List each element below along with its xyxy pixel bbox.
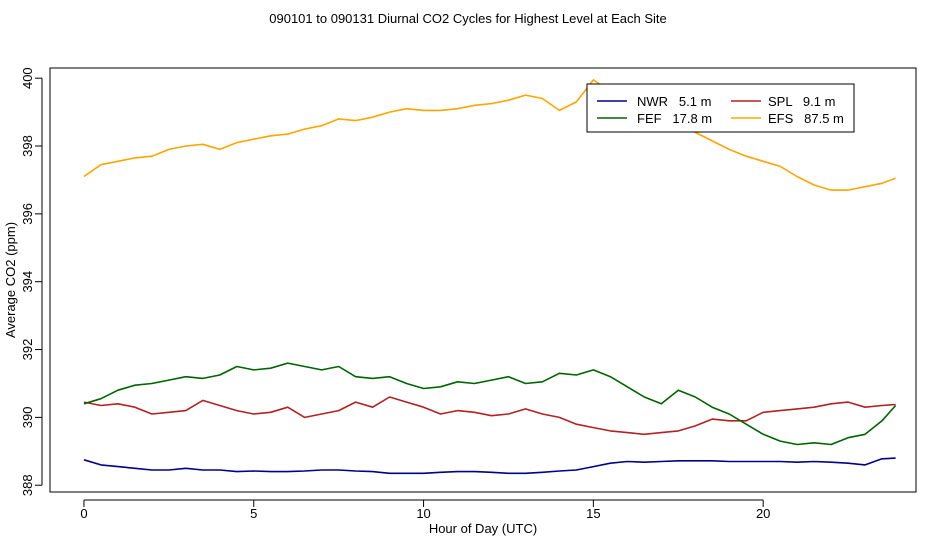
x-tick-label: 5 <box>250 506 257 521</box>
x-tick-label: 0 <box>80 506 87 521</box>
y-tick-label: 390 <box>20 407 35 429</box>
y-tick-label: 388 <box>20 474 35 496</box>
x-tick-label: 20 <box>756 506 770 521</box>
y-axis: 388 390 392 394 396 398 400 <box>20 67 43 496</box>
y-tick-label: 394 <box>20 271 35 293</box>
y-tick-label: 400 <box>20 67 35 89</box>
legend: NWR 5.1 m SPL 9.1 m FEF 17.8 m EFS 87.5 … <box>586 83 855 133</box>
x-tick-label: 15 <box>586 506 600 521</box>
plot-area-frame <box>49 67 917 493</box>
series-line-fef <box>83 362 897 446</box>
y-axis-label: Average CO2 (ppm) <box>3 222 18 338</box>
y-tick-label: 392 <box>20 339 35 361</box>
series-line-spl <box>83 396 896 436</box>
legend-box <box>586 83 855 133</box>
x-tick-label: 10 <box>416 506 430 521</box>
legend-label-nwr: NWR 5.1 m <box>637 94 711 109</box>
series-line-nwr <box>83 457 896 475</box>
series-layer <box>83 79 897 475</box>
y-tick-label: 396 <box>20 203 35 225</box>
legend-label-spl: SPL 9.1 m <box>768 94 835 109</box>
y-tick-label: 398 <box>20 135 35 157</box>
legend-label-fef: FEF 17.8 m <box>637 111 712 126</box>
series-line-efs <box>83 79 896 191</box>
legend-label-efs: EFS 87.5 m <box>768 111 844 126</box>
x-axis: 0 5 10 15 20 <box>80 499 770 521</box>
chart-title: 090101 to 090131 Diurnal CO2 Cycles for … <box>269 11 666 26</box>
x-axis-label: Hour of Day (UTC) <box>429 521 537 536</box>
